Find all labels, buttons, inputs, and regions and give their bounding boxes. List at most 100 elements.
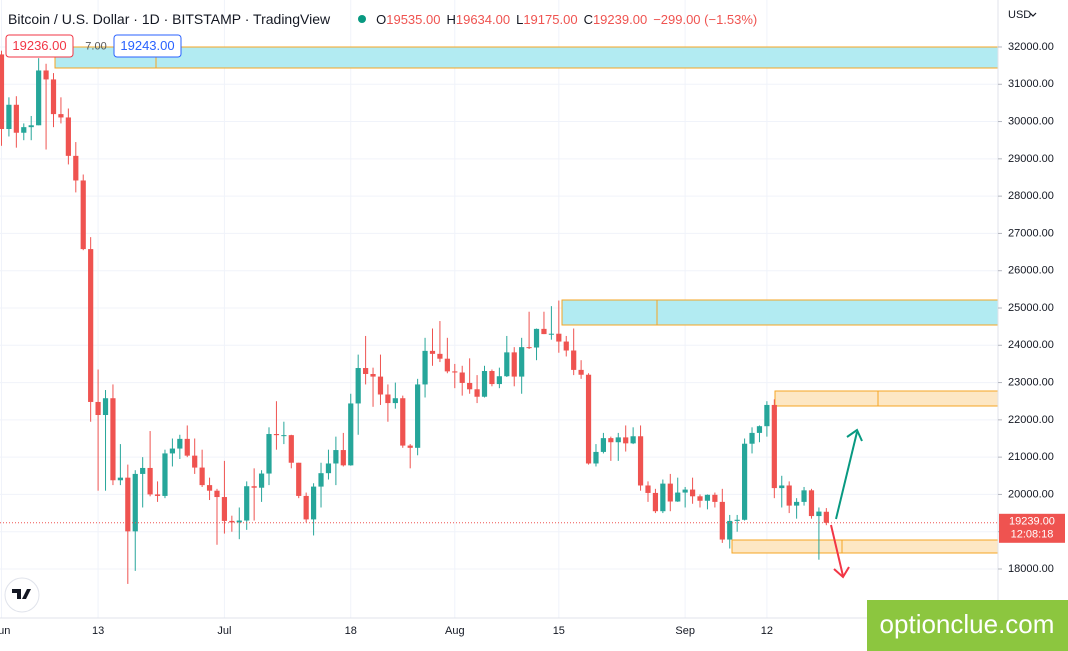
watermark: optionclue.com [880, 609, 1055, 639]
zones [54, 46, 999, 554]
y-tick-label: 30000.00 [1008, 115, 1054, 127]
candle-body [615, 437, 621, 443]
candle-body [333, 450, 339, 464]
candle-body [779, 485, 785, 489]
demand-zone [731, 539, 999, 554]
candle-body [422, 350, 428, 385]
arrows [830, 428, 863, 579]
last-price-box [999, 513, 1065, 543]
candle-body [50, 79, 57, 115]
x-tick-label: 12 [761, 625, 773, 637]
y-tick-label: 20000.00 [1008, 488, 1054, 500]
candle-body [719, 501, 725, 540]
candle-body [556, 333, 562, 342]
candle-body [13, 104, 19, 133]
ohlc-legend: O19535.00 H19634.00 L19175.00 C19239.00 −299… [376, 12, 757, 27]
candle-body [808, 490, 815, 517]
candle-body [88, 249, 94, 402]
ohlc-key: L [516, 11, 524, 27]
candle-body [548, 333, 554, 335]
ohlc-key: O [376, 11, 387, 27]
candle-body [415, 384, 421, 448]
candle-body [102, 398, 109, 416]
x-tick-label: Jun [0, 625, 10, 637]
ohlc-value: 19634.00 [455, 11, 511, 27]
up-arrow-head [846, 428, 863, 442]
y-tick-label: 28000.00 [1008, 190, 1054, 202]
ask-price[interactable]: 19243.00 [120, 38, 174, 53]
candle-body [6, 104, 12, 130]
candle-body [608, 438, 614, 443]
candle-body [741, 443, 748, 520]
candle-body [660, 483, 666, 512]
ohlc-key: H [446, 11, 456, 27]
candle-body [816, 511, 822, 517]
candle-body [593, 451, 599, 464]
candle-body [132, 473, 138, 532]
candle-body [600, 438, 607, 452]
candle-body [140, 467, 146, 474]
ohlc-value: 19239.00 [592, 11, 648, 27]
bid-price[interactable]: 19236.00 [12, 38, 66, 53]
last-price-label: 19239.00 [1009, 516, 1055, 528]
x-tick-label: Sep [675, 625, 695, 637]
x-tick-label: Jul [217, 625, 231, 637]
candle-body [310, 486, 317, 520]
candle-body [704, 494, 711, 501]
candle-body [623, 437, 629, 444]
candle-body [340, 450, 346, 466]
candle-body [43, 70, 49, 80]
y-tick-label: 18000.00 [1008, 563, 1054, 575]
candle-body [437, 353, 443, 359]
candle-body [154, 494, 161, 496]
ohlc-value: 19175.00 [523, 11, 578, 27]
candle-body [0, 54, 5, 130]
candle-body [429, 350, 436, 354]
candle-body [296, 462, 302, 496]
tv-logo[interactable] [4, 577, 40, 613]
candle-body [444, 358, 450, 372]
watermark-box [867, 600, 1068, 651]
candle-body [526, 347, 532, 349]
x-tick-label: Aug [445, 625, 465, 637]
candle-body [214, 490, 220, 498]
y-tick-label: 24000.00 [1008, 339, 1054, 351]
candle-body [229, 520, 235, 523]
candle-body [712, 494, 718, 502]
candle-body [459, 372, 465, 383]
buy-box[interactable] [113, 34, 182, 58]
candle-body [273, 434, 280, 436]
candle-body [348, 403, 354, 466]
candle-body [585, 374, 592, 464]
ohlc-value: 19535.00 [386, 11, 441, 27]
candle-body [749, 432, 755, 444]
candle-body [221, 497, 228, 521]
candle-body [504, 352, 510, 377]
candle-body [541, 328, 547, 335]
x-tick-label: 18 [345, 625, 357, 637]
sell-box[interactable] [5, 34, 74, 58]
candle-body [794, 501, 800, 506]
candle-body [125, 477, 131, 532]
currency-chevron[interactable] [1029, 12, 1037, 17]
candle-body [697, 496, 703, 501]
candle-body [452, 371, 458, 373]
candle-body [511, 352, 517, 377]
candle-body [117, 477, 123, 481]
candle-body [727, 520, 733, 540]
grid [0, 0, 998, 618]
price-change: −299.00 (−1.53%) [653, 11, 758, 27]
candle-body [325, 463, 332, 474]
candle-body [637, 436, 644, 486]
candle-body [36, 70, 42, 126]
resistance-zone [54, 46, 999, 69]
ohlc-item: H19634.00 [446, 12, 510, 27]
y-tick-label: 23000.00 [1008, 376, 1054, 388]
candle-body [734, 519, 740, 521]
candle-body [184, 438, 190, 456]
currency[interactable]: USD [1008, 9, 1031, 21]
ohlc-item: C19239.00 [584, 12, 648, 27]
candle-body [266, 434, 272, 474]
candle-body [667, 483, 673, 502]
